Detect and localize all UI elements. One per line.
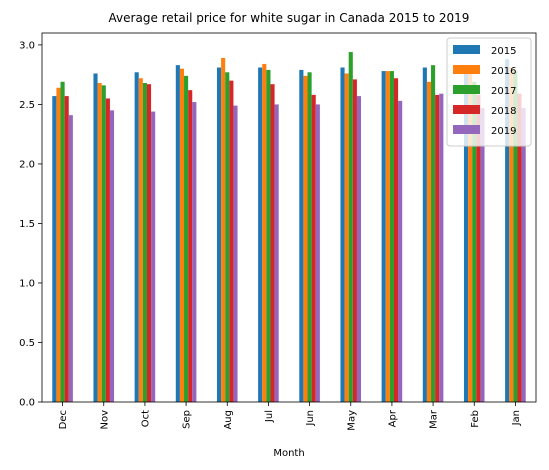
bar-2016-jan — [509, 67, 514, 403]
bar-2019-jul — [274, 104, 279, 403]
x-tick-label-nov: Nov — [99, 410, 110, 430]
bar-2019-jun — [315, 104, 320, 403]
legend-label-2018: 2018 — [491, 106, 516, 117]
bar-2019-nov — [109, 110, 115, 403]
bar-2016-jul — [262, 63, 267, 402]
x-tick-label-oct: Oct — [140, 410, 151, 427]
bar-2016-may — [344, 73, 349, 402]
bar-2017-apr — [389, 71, 394, 402]
bar-2015-feb — [463, 68, 469, 403]
bar-2015-apr — [381, 71, 386, 402]
bar-2018-mar — [435, 94, 440, 403]
x-axis: Dec Nov Oct Sep Aug Jul Jun May Apr Mar Feb Jan — [58, 402, 522, 431]
y-axis: 0.0 0.5 1.0 1.5 2.0 2.5 3.0 — [19, 40, 42, 409]
y-tick-label: 0.0 — [19, 398, 35, 409]
bar-2016-jun — [303, 75, 308, 402]
legend-label-2017: 2017 — [491, 86, 516, 97]
bar-2017-jul — [266, 69, 271, 403]
legend-swatch-2018 — [453, 105, 480, 114]
x-tick-label-jul: Jul — [264, 410, 275, 423]
x-tick-label-sep: Sep — [182, 410, 193, 429]
bar-2018-jan — [517, 93, 522, 403]
bar-2015-mar — [422, 67, 427, 403]
bars-group — [52, 52, 526, 403]
bar-2019-apr — [398, 100, 403, 402]
bar-2015-jan — [505, 59, 510, 402]
bar-2017-jun — [307, 72, 312, 402]
bar-2016-aug — [221, 58, 226, 402]
bar-2018-sep — [188, 90, 193, 402]
bar-2015-dec — [52, 96, 57, 402]
legend-label-2019: 2019 — [491, 126, 516, 137]
legend-swatch-2016 — [453, 65, 480, 74]
x-tick-label-feb: Feb — [470, 410, 481, 428]
bar-2019-feb — [480, 107, 485, 403]
bar-2017-dec — [60, 81, 65, 403]
bar-2018-may — [352, 79, 357, 403]
legend-label-2015: 2015 — [491, 46, 516, 57]
bar-2018-apr — [393, 78, 399, 402]
bar-2017-sep — [184, 75, 189, 402]
x-tick-label-aug: Aug — [223, 410, 234, 430]
bar-2017-feb — [472, 81, 477, 403]
x-tick-label-dec: Dec — [58, 410, 69, 429]
legend-label-2016: 2016 — [491, 66, 516, 77]
bar-2019-jan — [521, 107, 526, 403]
x-axis-title: Month — [273, 448, 304, 459]
bar-2015-nov — [93, 73, 98, 402]
bar-2015-oct — [134, 72, 139, 402]
legend: 2015 2016 2017 2018 2019 — [446, 37, 532, 147]
bar-2016-dec — [56, 87, 61, 402]
x-tick-label-jan: Jan — [511, 410, 522, 426]
bar-2017-may — [348, 52, 353, 403]
y-tick-label: 1.5 — [19, 219, 35, 230]
bar-2019-aug — [233, 105, 238, 403]
bar-2019-dec — [68, 115, 73, 402]
bar-2017-oct — [142, 82, 147, 403]
bar-2018-oct — [146, 84, 152, 403]
legend-swatch-2019 — [453, 125, 480, 134]
bar-2018-nov — [105, 98, 110, 402]
bar-2017-nov — [101, 85, 106, 403]
x-tick-label-jun: Jun — [305, 410, 316, 427]
chart-title: Average retail price for white sugar in … — [109, 11, 470, 25]
bar-2018-dec — [64, 96, 69, 402]
y-tick-label: 1.0 — [19, 278, 35, 289]
y-tick-label: 3.0 — [19, 40, 35, 51]
bar-2019-mar — [439, 93, 444, 403]
x-tick-label-mar: Mar — [429, 409, 440, 429]
bar-2015-jul — [258, 67, 263, 403]
bar-2016-feb — [468, 67, 473, 403]
bar-2016-mar — [426, 81, 432, 403]
bar-2016-oct — [138, 78, 143, 402]
x-tick-label-may: May — [346, 410, 357, 431]
bar-2017-aug — [225, 72, 230, 402]
bar-2015-jun — [299, 69, 304, 403]
bar-2016-sep — [179, 68, 185, 403]
bar-2018-aug — [229, 80, 234, 403]
bar-2016-nov — [97, 82, 102, 403]
y-tick-label: 0.5 — [19, 338, 35, 349]
bar-2017-mar — [431, 65, 436, 402]
bar-2018-feb — [476, 94, 481, 403]
y-tick-label: 2.0 — [19, 159, 35, 170]
bar-2019-may — [356, 96, 362, 402]
legend-swatch-2017 — [453, 85, 480, 94]
bar-2015-aug — [216, 67, 222, 403]
bar-2015-may — [340, 67, 345, 403]
plot-frame — [41, 32, 537, 403]
bar-2017-jan — [513, 71, 518, 402]
bar-2016-apr — [385, 71, 390, 402]
legend-swatch-2015 — [453, 45, 480, 54]
bar-2015-sep — [175, 65, 180, 402]
bar-2018-jun — [311, 94, 316, 403]
y-tick-label: 2.5 — [19, 100, 35, 111]
x-tick-label-apr: Apr — [387, 409, 398, 427]
bar-2018-jul — [270, 84, 275, 403]
bar-2019-oct — [151, 111, 156, 402]
bar-2019-sep — [192, 102, 197, 402]
